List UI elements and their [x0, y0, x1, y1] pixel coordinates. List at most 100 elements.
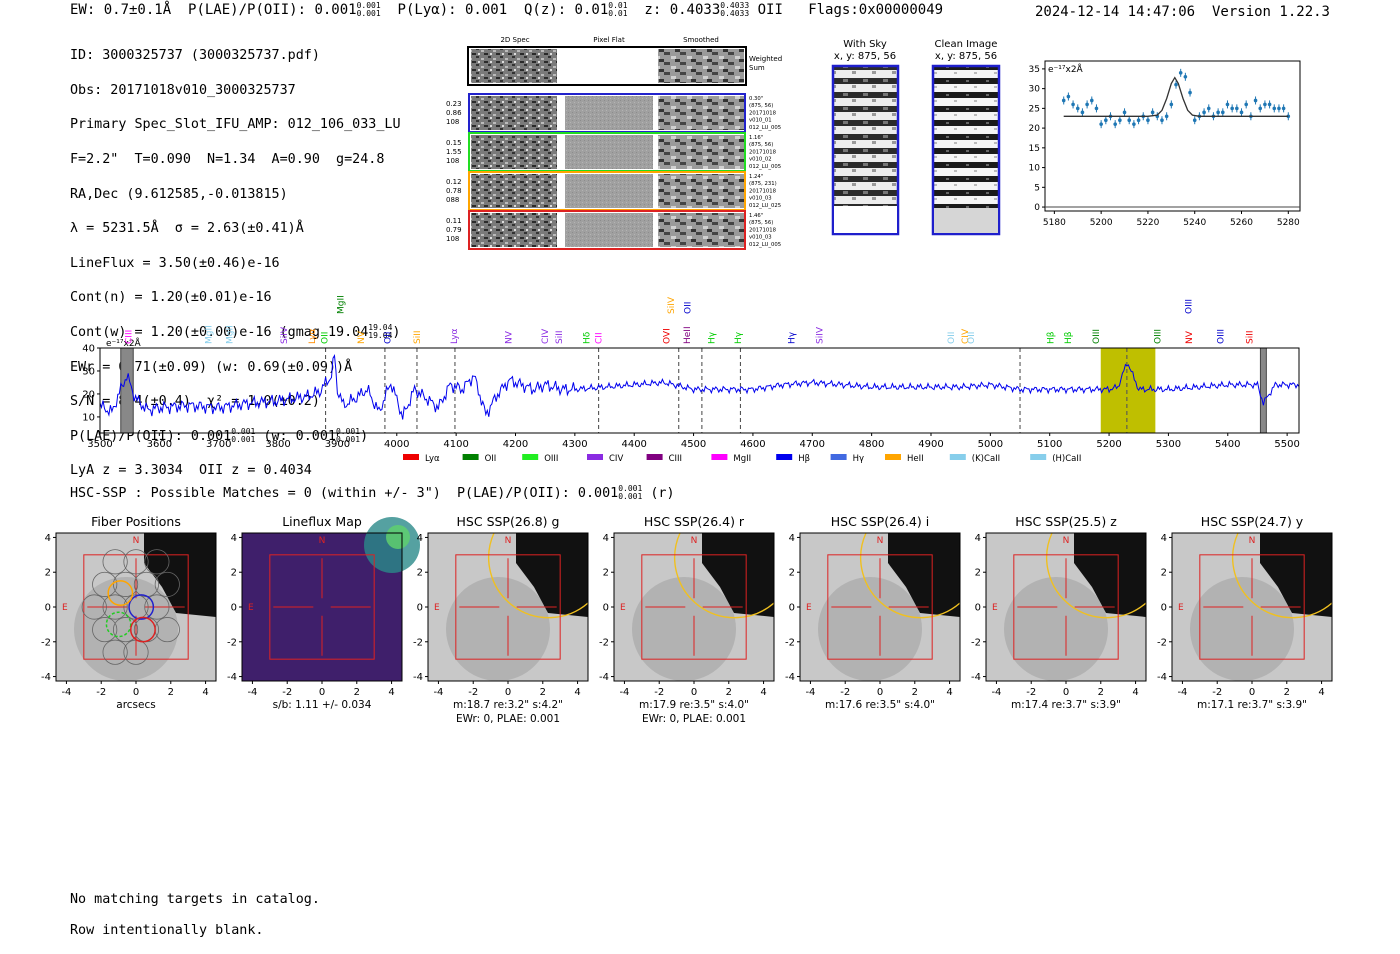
line-id-text: OIII — [1154, 329, 1164, 344]
line-id-label: NV — [357, 330, 367, 344]
cutout-title: HSC SSP(24.7) y — [1201, 514, 1304, 529]
zoom-data-point — [1281, 106, 1286, 111]
ifu-footprint — [455, 554, 561, 660]
zoom-data-point — [1104, 118, 1108, 123]
fiber-row-2d — [471, 213, 557, 247]
fiber-row-flat — [565, 174, 653, 208]
spectrum-x-tick-label: 5100 — [1037, 439, 1062, 450]
zoom-fit-line — [1063, 76, 1289, 117]
line-id-text: CII — [595, 332, 605, 344]
line-id-text: Hγ — [707, 331, 717, 344]
cutout-y-tick-label: 4 — [789, 533, 795, 544]
hsc-title-text: HSC-SSP : Possible Matches = 0 (within +… — [70, 486, 619, 501]
cutout-y-tick-label: 0 — [975, 603, 981, 614]
cutout-caption: m:17.1 re:3.7" s:3.9" — [1197, 699, 1307, 711]
line-id-text: HeII — [683, 326, 693, 344]
legend-label: Hγ — [853, 454, 864, 464]
cutout-x-tick-label: 2 — [1284, 687, 1290, 698]
legend-label: CIII — [669, 454, 682, 464]
line-id-label: SiIV — [280, 326, 290, 344]
fiber-circle — [102, 639, 128, 665]
line-id-label: Hβ — [1064, 331, 1074, 344]
line-id-text: SiIV — [667, 296, 677, 314]
bright-star-region — [516, 533, 588, 617]
zoom-data-point — [1164, 114, 1169, 119]
fiber-highlight-red — [130, 616, 156, 643]
legend-swatch — [587, 454, 603, 460]
fiber-circle — [81, 594, 107, 620]
fiber-row-meta: (875, 56) — [749, 142, 773, 148]
compass-north: N — [877, 536, 884, 546]
fiber-circle — [144, 594, 170, 620]
cutout-x-tick-label: -2 — [1212, 687, 1222, 698]
fiber-row-meta: v010_03 — [749, 235, 772, 241]
galaxy-glow — [1190, 577, 1294, 681]
cutout-caption: s/b: 1.11 +/- 0.034 — [273, 699, 372, 711]
spectrum-x-tick-label: 4200 — [503, 439, 528, 450]
info-contw: Cont(w) = 1.20(±0.00)e-16 (gmag 19.04 — [70, 325, 369, 341]
cutout-caption: m:18.7 re:3.2" s:4.2" — [453, 699, 563, 711]
line-id-text: OII — [320, 332, 330, 344]
spectrum-x-tick-label: 5000 — [978, 439, 1003, 450]
fiber-row-meta: 20171018 — [749, 149, 777, 155]
line-id-text: SiIV — [280, 326, 290, 344]
line-id-label: MgII — [205, 325, 215, 344]
line-id-text: SiII — [1246, 330, 1256, 344]
compass-east: E — [434, 603, 440, 613]
header-plae-hi: 0.001 — [356, 1, 381, 10]
fiber-row-meta: (875, 56) — [749, 220, 773, 226]
line-id-label: SiII — [555, 330, 565, 344]
timestamp: 2024-12-14 14:47:06 — [1034, 4, 1196, 20]
cutout-y-tick-label: -2 — [413, 637, 423, 648]
legend-swatch — [403, 454, 419, 460]
legend-label: (K)CaII — [972, 454, 1000, 464]
zoom-data-point — [1253, 98, 1258, 103]
cutout-x-tick-label: -2 — [1026, 687, 1036, 698]
bright-star-region — [702, 533, 774, 617]
zoom-data-point — [1272, 106, 1277, 111]
hsc-title-hi: 0.001 — [618, 484, 643, 493]
line-id-text: MgII — [336, 295, 346, 314]
zoom-chart: e⁻¹⁷x2Å 0 5 10 15 20 25 30 35 5180 5200 5220 5240 52… — [1029, 60, 1301, 228]
compass-east: E — [806, 603, 812, 613]
fiber-circle — [123, 549, 149, 575]
fiber-circle — [92, 617, 118, 643]
header-right: 2024-12-14 14:47:06 Version 1.22.3 — [1035, 4, 1330, 20]
info-lyaz: LyA z = 3.3034 OII z = 0.4034 — [70, 463, 312, 479]
legend-swatch — [462, 454, 479, 460]
zoom-data-point — [1220, 110, 1225, 115]
zoom-data-point — [1286, 114, 1291, 119]
header-z: z: 0.4033 — [644, 2, 721, 18]
compass-east: E — [992, 603, 998, 613]
legend-label: HeII — [907, 454, 924, 464]
cutout-x-tick-label: 2 — [912, 687, 918, 698]
compass-east: E — [620, 603, 626, 613]
cutout-x-tick-label: 2 — [540, 687, 546, 698]
info-radec: RA,Dec (9.612585,-0.013815) — [70, 186, 288, 202]
legend-label: OII — [485, 454, 497, 464]
line-id-label: Lyα — [308, 328, 318, 344]
ifu-footprint — [1013, 554, 1119, 660]
compass-north: N — [691, 536, 698, 546]
line-id-text: Hβ — [1046, 331, 1056, 344]
cutout-y-tick-label: -4 — [227, 672, 237, 683]
fiber-row-meta: (875, 231) — [749, 181, 777, 187]
cutout-x-tick-label: 0 — [877, 687, 883, 698]
spectrum-x-tick-label: 5300 — [1156, 439, 1181, 450]
cutout-x-tick-label: -2 — [654, 687, 664, 698]
version: Version 1.22.3 — [1211, 4, 1330, 20]
cutout-caption: m:17.9 re:3.5" s:4.0" — [639, 699, 749, 711]
cutout-y-tick-label: 4 — [417, 533, 423, 544]
compass-east: E — [1178, 603, 1184, 613]
line-id-label: MgII — [225, 325, 235, 344]
weighted-sum-label-1: Weighted — [749, 55, 782, 63]
fiber-row-meta: 1.16" — [749, 135, 763, 141]
cutout-y-tick-label: -2 — [227, 637, 237, 648]
zoom-data-point — [1118, 118, 1122, 123]
cutout-y-tick-label: 2 — [603, 568, 609, 579]
line-id-text: NV — [1185, 330, 1195, 344]
cutout-x-tick-label: 4 — [574, 687, 580, 698]
header-qz-lo: 0.01 — [608, 9, 628, 18]
cutout-title: Fiber Positions — [91, 514, 181, 529]
full-spectrum-chart: e⁻¹⁷x2Å 10 20 30 40 3500 3600 3700 3800 3900 4000… — [82, 295, 1300, 464]
